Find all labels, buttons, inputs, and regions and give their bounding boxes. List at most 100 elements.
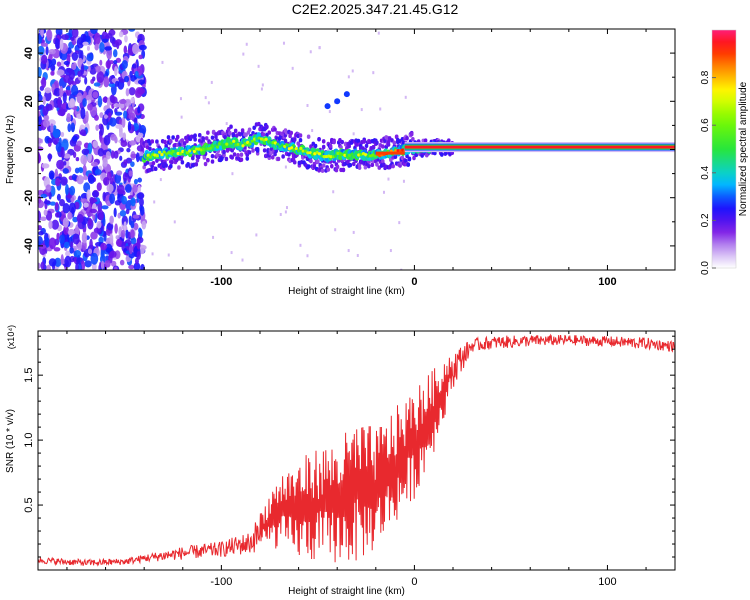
noise-speck	[132, 214, 140, 219]
trace-haze	[191, 155, 195, 161]
trace-core	[394, 149, 398, 153]
noise-speck	[48, 170, 55, 180]
trace-haze	[262, 148, 267, 153]
trace-haze	[400, 155, 405, 161]
trace-haze	[194, 162, 199, 167]
trace-core	[241, 144, 245, 148]
noise-speck	[125, 88, 130, 97]
trace-haze	[222, 149, 226, 155]
noise-speck	[92, 140, 99, 149]
noise-speck	[137, 192, 145, 200]
noise-speck	[95, 65, 101, 73]
noise-speck	[62, 217, 69, 228]
noise-speck	[372, 71, 375, 75]
colorbar-tick-label: 0.2	[700, 213, 711, 227]
noise-speck	[89, 238, 93, 251]
noise-speck	[130, 237, 137, 245]
trace-haze	[406, 162, 411, 167]
noise-speck	[86, 189, 91, 202]
trace-core	[396, 149, 400, 153]
noise-speck	[173, 220, 176, 224]
snr-frame	[37, 330, 676, 571]
noise-speck	[130, 161, 135, 167]
noise-speck	[115, 124, 123, 129]
trace-core	[322, 154, 326, 159]
noise-speck	[284, 165, 287, 169]
noise-speck	[108, 82, 116, 88]
trace-haze	[201, 136, 206, 141]
noise-speck	[127, 121, 132, 132]
noise-speck	[67, 228, 76, 236]
noise-speck	[179, 97, 182, 101]
noise-speck	[116, 170, 123, 176]
noise-speck	[60, 146, 65, 159]
noise-speck	[130, 197, 136, 207]
noise-speck	[56, 232, 60, 241]
trace-haze	[204, 136, 209, 141]
trace-haze	[180, 160, 185, 165]
trace-haze	[363, 165, 368, 170]
noise-speck	[41, 163, 50, 169]
trace-haze	[362, 139, 367, 144]
noise-speck	[254, 125, 257, 129]
trace-haze	[412, 155, 416, 161]
trace-haze	[150, 139, 155, 144]
noise-speck	[257, 64, 260, 68]
trace-core	[276, 142, 280, 146]
noise-speck	[113, 150, 119, 159]
trace-haze	[380, 158, 385, 164]
noise-speck	[133, 178, 138, 185]
noise-speck	[61, 34, 70, 41]
noise-speck	[356, 253, 359, 257]
noise-speck	[109, 215, 114, 225]
noise-speck	[242, 52, 245, 56]
trace-haze	[380, 144, 385, 149]
trace-core	[146, 153, 150, 157]
trace-haze	[370, 162, 375, 168]
noise-speck	[38, 110, 41, 117]
noise-speck	[69, 185, 76, 196]
noise-speck	[72, 135, 78, 142]
noise-speck	[38, 210, 42, 223]
trace-haze	[276, 156, 281, 162]
trace-core	[336, 151, 340, 155]
trace-haze	[321, 163, 326, 168]
noise-speck	[100, 242, 107, 251]
trace-haze	[267, 130, 272, 135]
noise-speck	[180, 115, 183, 119]
noise-speck	[57, 96, 62, 109]
noise-speck	[62, 168, 69, 174]
noise-speck	[83, 175, 88, 181]
noise-speck	[42, 119, 50, 128]
noise-speck	[132, 43, 140, 55]
trace-core	[296, 149, 301, 153]
noise-speck	[66, 113, 72, 123]
noise-speck	[137, 106, 141, 114]
noise-speck	[114, 111, 123, 116]
noise-speck	[68, 29, 73, 39]
y-tick-label: 0.5	[23, 497, 35, 512]
y-tick-label: 1.0	[23, 432, 35, 447]
trace-core	[160, 152, 164, 157]
trace-haze	[245, 156, 250, 161]
noise-speck	[138, 244, 145, 255]
noise-speck	[90, 231, 98, 240]
noise-speck	[59, 234, 65, 245]
trace-core	[218, 142, 222, 146]
x-tick-label: 100	[598, 576, 616, 588]
noise-speck	[46, 29, 53, 42]
trace-haze	[251, 148, 255, 153]
noise-speck	[106, 200, 111, 206]
trace-haze	[273, 127, 277, 132]
noise-speck	[347, 75, 350, 79]
noise-speck	[42, 95, 46, 105]
snr-series-line	[38, 333, 675, 567]
noise-speck	[105, 60, 112, 69]
noise-speck	[80, 107, 86, 120]
trace-core	[294, 146, 298, 151]
colorbar-tick-label: 0.4	[700, 165, 711, 179]
trace-core	[229, 141, 234, 145]
noise-speck	[89, 208, 98, 214]
spectrogram-plot-area	[38, 29, 675, 270]
noise-speck	[99, 59, 103, 66]
